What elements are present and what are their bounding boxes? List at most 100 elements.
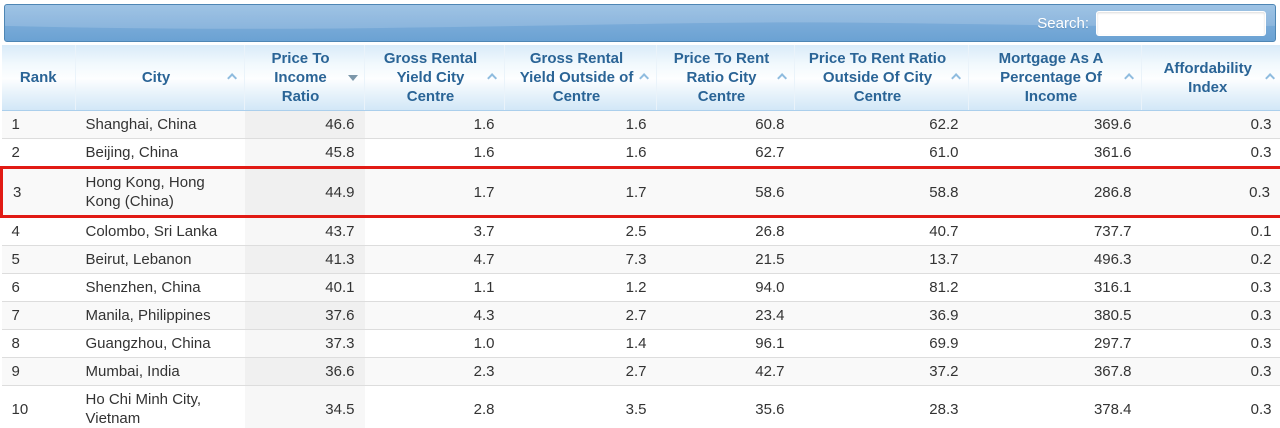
column-header-mortgage-as-a-percentage-of-income[interactable]: Mortgage As A Percentage Of Income — [968, 45, 1142, 111]
column-header-label: Affordability Index — [1163, 59, 1252, 96]
table-row: 1 Shanghai, China 46.6 1.6 1.6 60.8 62.2 369.6 0… — [1, 110, 1280, 139]
city-cell: Hong Kong, Hong Kong (China) — [75, 166, 245, 218]
value-cell-price-to-rent-ratio-city-centre: 23.4 — [656, 301, 795, 330]
table-row: 9 Mumbai, India 36.6 2.3 2.7 42.7 37.2 367.8 0.3 — [1, 357, 1280, 386]
value-cell-price-to-rent-ratio-outside-of-city-centre: 37.2 — [794, 357, 969, 386]
value-cell-gross-rental-yield-city-centre: 2.8 — [364, 385, 505, 428]
column-header-label: Price To Rent Ratio Outside Of City Cent… — [808, 50, 947, 105]
column-header-label: Price To Rent Ratio City Centre — [673, 50, 770, 105]
column-header-label: Gross Rental Yield Outside of Centre — [519, 50, 634, 105]
value-cell-mortgage-as-a-percentage-of-income: 380.5 — [968, 301, 1142, 330]
value-cell-price-to-rent-ratio-city-centre: 96.1 — [656, 329, 795, 358]
value-cell-gross-rental-yield-outside-of-centre: 1.2 — [504, 273, 657, 302]
value-cell-affordability-index: 0.3 — [1141, 357, 1280, 386]
rank-cell: 2 — [1, 138, 76, 168]
table-row: 4 Colombo, Sri Lanka 43.7 3.7 2.5 26.8 40.7 737… — [1, 216, 1280, 246]
value-cell-price-to-rent-ratio-city-centre: 26.8 — [656, 216, 795, 246]
column-header-rank[interactable]: Rank — [1, 45, 76, 111]
value-cell-price-to-rent-ratio-city-centre: 62.7 — [656, 138, 795, 168]
column-header-price-to-rent-ratio-city-centre[interactable]: Price To Rent Ratio City Centre — [656, 45, 795, 111]
value-cell-price-to-income-ratio: 41.3 — [244, 245, 365, 274]
value-cell-price-to-rent-ratio-city-centre: 58.6 — [656, 166, 795, 218]
table-row-highlighted: 3 Hong Kong, Hong Kong (China) 44.9 1.7 1.7 5… — [0, 166, 1280, 218]
value-cell-gross-rental-yield-city-centre: 2.3 — [364, 357, 505, 386]
value-cell-mortgage-as-a-percentage-of-income: 286.8 — [968, 166, 1142, 218]
rank-cell: 9 — [1, 357, 76, 386]
column-header-price-to-income-ratio[interactable]: Price To Income Ratio — [244, 45, 365, 111]
table-row: 6 Shenzhen, China 40.1 1.1 1.2 94.0 81.2 316.1 0… — [1, 273, 1280, 302]
value-cell-gross-rental-yield-city-centre: 1.7 — [364, 166, 505, 218]
value-cell-mortgage-as-a-percentage-of-income: 316.1 — [968, 273, 1142, 302]
column-header-price-to-rent-ratio-outside-of-city-centre[interactable]: Price To Rent Ratio Outside Of City Cent… — [794, 45, 969, 111]
value-cell-price-to-income-ratio: 34.5 — [244, 385, 365, 428]
value-cell-mortgage-as-a-percentage-of-income: 737.7 — [968, 216, 1142, 246]
value-cell-price-to-income-ratio: 40.1 — [244, 273, 365, 302]
value-cell-price-to-rent-ratio-city-centre: 21.5 — [656, 245, 795, 274]
value-cell-affordability-index: 0.3 — [1141, 329, 1280, 358]
value-cell-mortgage-as-a-percentage-of-income: 369.6 — [968, 110, 1142, 139]
column-header-affordability-index[interactable]: Affordability Index — [1141, 45, 1280, 111]
value-cell-mortgage-as-a-percentage-of-income: 496.3 — [968, 245, 1142, 274]
value-cell-mortgage-as-a-percentage-of-income: 367.8 — [968, 357, 1142, 386]
value-cell-gross-rental-yield-city-centre: 1.6 — [364, 138, 505, 168]
rank-cell: 5 — [1, 245, 76, 274]
rank-cell: 6 — [1, 273, 76, 302]
value-cell-price-to-rent-ratio-outside-of-city-centre: 40.7 — [794, 216, 969, 246]
value-cell-price-to-rent-ratio-outside-of-city-centre: 58.8 — [794, 166, 969, 218]
city-cell: Ho Chi Minh City, Vietnam — [75, 385, 245, 428]
value-cell-gross-rental-yield-city-centre: 1.0 — [364, 329, 505, 358]
value-cell-affordability-index: 0.3 — [1141, 301, 1280, 330]
value-cell-affordability-index: 0.1 — [1141, 216, 1280, 246]
value-cell-gross-rental-yield-outside-of-centre: 7.3 — [504, 245, 657, 274]
table-row: 8 Guangzhou, China 37.3 1.0 1.4 96.1 69.9 297.7… — [1, 329, 1280, 358]
sort-ascending-icon — [1264, 72, 1275, 83]
value-cell-gross-rental-yield-city-centre: 4.7 — [364, 245, 505, 274]
value-cell-gross-rental-yield-outside-of-centre: 2.7 — [504, 301, 657, 330]
value-cell-affordability-index: 0.3 — [1141, 166, 1280, 218]
search-input[interactable] — [1096, 10, 1266, 36]
table-row: 10 Ho Chi Minh City, Vietnam 34.5 2.8 3.5 35.… — [1, 385, 1280, 428]
value-cell-gross-rental-yield-city-centre: 1.6 — [364, 110, 505, 139]
rank-cell: 8 — [1, 329, 76, 358]
value-cell-gross-rental-yield-city-centre: 3.7 — [364, 216, 505, 246]
city-cell: Beijing, China — [75, 138, 245, 168]
sort-ascending-icon — [1124, 72, 1135, 83]
column-header-gross-rental-yield-city-centre[interactable]: Gross Rental Yield City Centre — [364, 45, 505, 111]
value-cell-price-to-rent-ratio-city-centre: 60.8 — [656, 110, 795, 139]
sort-ascending-icon — [487, 72, 498, 83]
column-header-city[interactable]: City — [75, 45, 245, 111]
table-row: 5 Beirut, Lebanon 41.3 4.7 7.3 21.5 13.7 496.3 0… — [1, 245, 1280, 274]
value-cell-gross-rental-yield-outside-of-centre: 1.7 — [504, 166, 657, 218]
value-cell-price-to-rent-ratio-city-centre: 35.6 — [656, 385, 795, 428]
column-header-label: Price To Income Ratio — [271, 50, 330, 105]
value-cell-price-to-income-ratio: 36.6 — [244, 357, 365, 386]
value-cell-price-to-rent-ratio-outside-of-city-centre: 81.2 — [794, 273, 969, 302]
sort-descending-active-icon — [348, 74, 358, 81]
sort-ascending-icon — [951, 72, 962, 83]
value-cell-price-to-rent-ratio-outside-of-city-centre: 69.9 — [794, 329, 969, 358]
value-cell-mortgage-as-a-percentage-of-income: 361.6 — [968, 138, 1142, 168]
rank-cell: 7 — [1, 301, 76, 330]
sort-ascending-icon — [777, 72, 788, 83]
value-cell-gross-rental-yield-outside-of-centre: 3.5 — [504, 385, 657, 428]
value-cell-gross-rental-yield-outside-of-centre: 1.6 — [504, 138, 657, 168]
city-cell: Shanghai, China — [75, 110, 245, 139]
value-cell-price-to-rent-ratio-outside-of-city-centre: 36.9 — [794, 301, 969, 330]
value-cell-gross-rental-yield-outside-of-centre: 2.7 — [504, 357, 657, 386]
city-cell: Manila, Philippines — [75, 301, 245, 330]
column-header-label: Gross Rental Yield City Centre — [383, 50, 478, 105]
value-cell-price-to-rent-ratio-outside-of-city-centre: 62.2 — [794, 110, 969, 139]
column-header-label: City — [141, 69, 171, 86]
value-cell-mortgage-as-a-percentage-of-income: 297.7 — [968, 329, 1142, 358]
city-cell: Beirut, Lebanon — [75, 245, 245, 274]
value-cell-affordability-index: 0.3 — [1141, 138, 1280, 168]
value-cell-price-to-income-ratio: 45.8 — [244, 138, 365, 168]
rank-cell: 1 — [1, 110, 76, 139]
value-cell-gross-rental-yield-outside-of-centre: 2.5 — [504, 216, 657, 246]
value-cell-price-to-rent-ratio-city-centre: 42.7 — [656, 357, 795, 386]
column-header-label: Rank — [19, 69, 57, 86]
value-cell-price-to-income-ratio: 43.7 — [244, 216, 365, 246]
sort-ascending-icon — [639, 72, 650, 83]
table-header: Rank City Price To Income Ratio Gross Renta… — [1, 45, 1280, 111]
column-header-gross-rental-yield-outside-of-centre[interactable]: Gross Rental Yield Outside of Centre — [504, 45, 657, 111]
